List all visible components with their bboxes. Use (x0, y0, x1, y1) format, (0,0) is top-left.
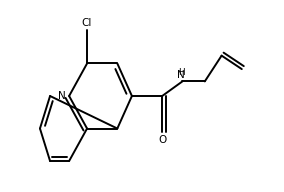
Text: Cl: Cl (82, 18, 92, 28)
Text: H: H (178, 68, 185, 77)
Text: N: N (178, 70, 185, 80)
Text: O: O (158, 135, 166, 145)
Text: N: N (58, 91, 66, 101)
